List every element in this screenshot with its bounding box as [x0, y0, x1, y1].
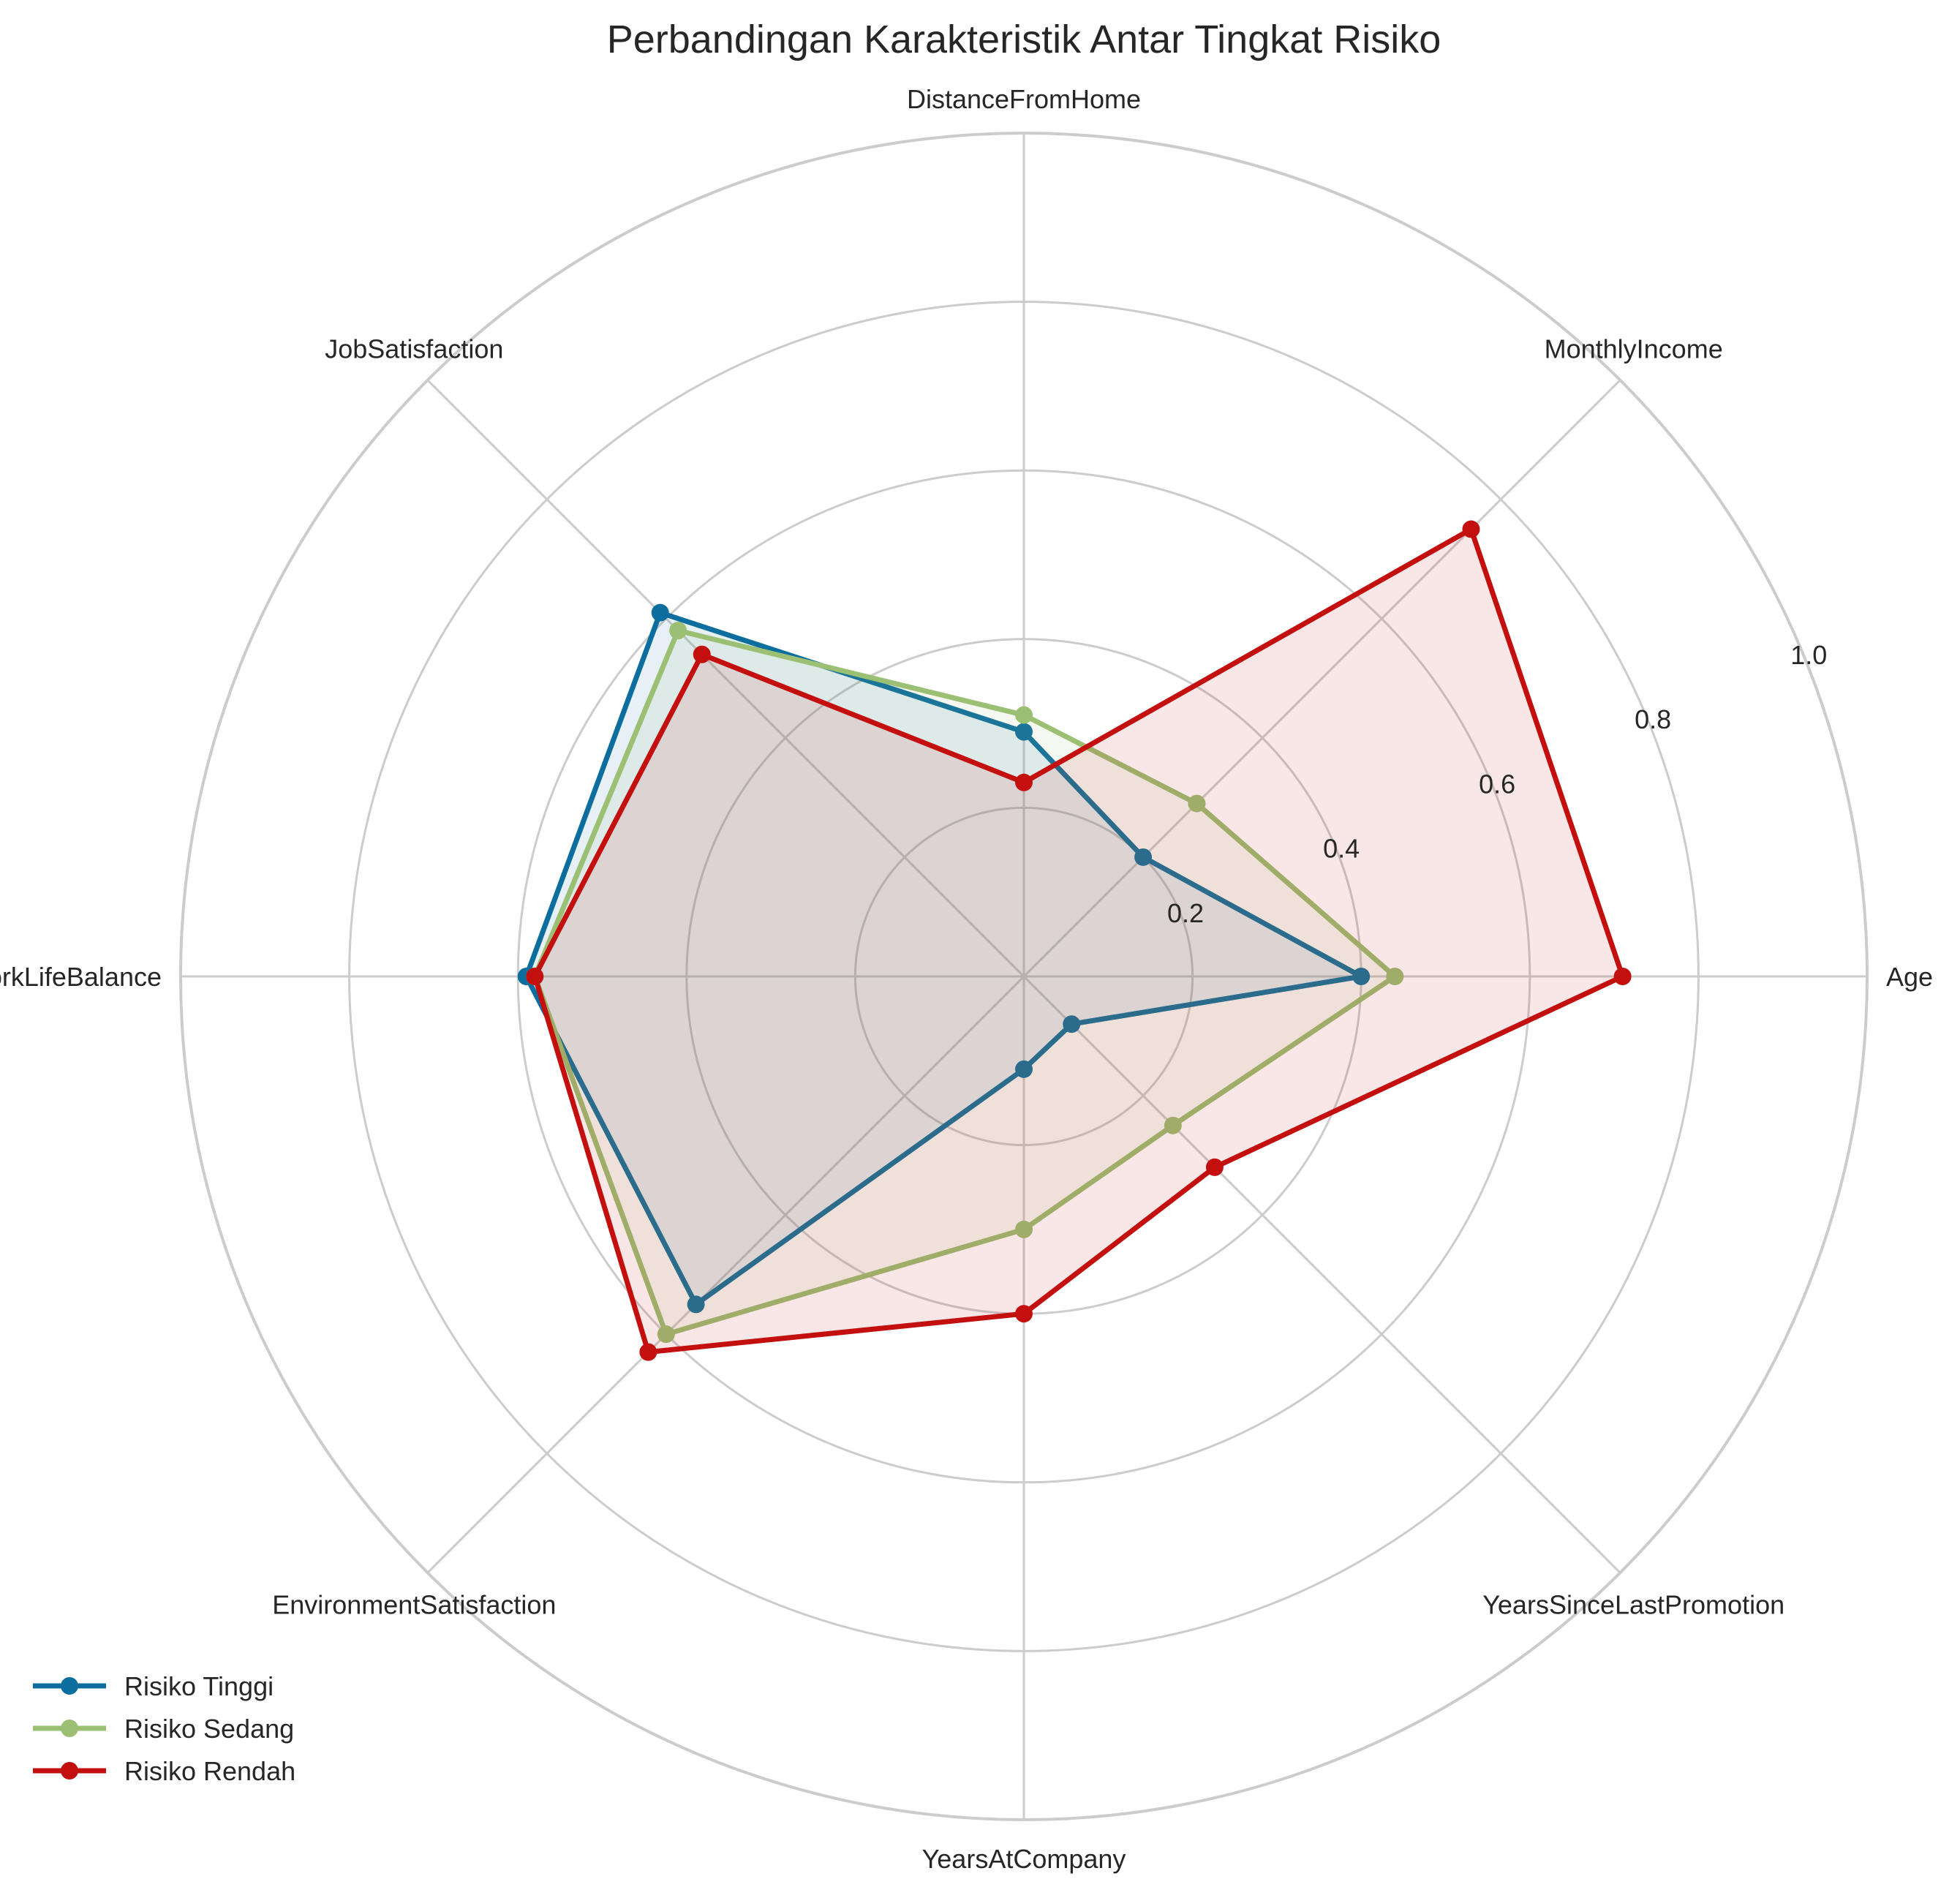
data-point	[1015, 1305, 1033, 1323]
category-label: JobSatisfaction	[325, 334, 503, 364]
data-point	[1205, 1158, 1224, 1176]
data-point	[1015, 1220, 1033, 1238]
data-point	[1462, 520, 1480, 538]
axis-labels: 0.2 0.4 0.6 0.8 1.0 Age MonthlyIncome DistanceF…	[0, 84, 1933, 1874]
legend-label: Risiko Rendah	[124, 1756, 295, 1786]
category-label: YearsAtCompany	[922, 1844, 1126, 1874]
legend-entry: Risiko Rendah	[33, 1756, 295, 1786]
data-point	[1164, 1116, 1182, 1134]
spoke-line	[1022, 379, 1621, 978]
spoke-line	[1022, 975, 1621, 1574]
data-point	[1386, 968, 1404, 985]
series-group	[526, 622, 1404, 1344]
radial-tick-label: 0.2	[1167, 898, 1204, 928]
category-label: MonthlyIncome	[1545, 334, 1723, 364]
data-point	[1613, 968, 1632, 985]
data-point	[657, 1325, 675, 1344]
spoke-line	[426, 975, 1025, 1574]
radial-tick-label: 0.4	[1323, 834, 1360, 864]
data-point	[1063, 1015, 1081, 1033]
chart-title: Perbandingan Karakteristik Antar Tingkat…	[607, 18, 1441, 61]
legend-entry: Risiko Sedang	[33, 1714, 294, 1744]
radial-tick-label: 0.6	[1479, 769, 1515, 799]
data-point	[1015, 1060, 1033, 1078]
legend-entry: Risiko Tinggi	[33, 1671, 274, 1701]
data-point	[1015, 706, 1033, 724]
data-point	[669, 622, 687, 640]
data-point	[1188, 794, 1206, 813]
series-fill	[535, 630, 1395, 1335]
data-point	[1352, 968, 1371, 985]
category-label: DistanceFromHome	[907, 84, 1141, 114]
category-label: WorkLifeBalance	[0, 962, 162, 992]
series-group	[526, 520, 1632, 1361]
series-layer	[517, 520, 1632, 1361]
series-fill	[526, 612, 1362, 1305]
data-point	[1015, 723, 1033, 741]
category-label: EnvironmentSatisfaction	[272, 1590, 556, 1620]
polar-grid	[179, 132, 1869, 1821]
legend-marker	[61, 1762, 78, 1780]
category-label: YearsSinceLastPromotion	[1482, 1590, 1784, 1620]
radial-tick-label: 0.8	[1635, 704, 1671, 734]
data-point	[639, 1343, 657, 1361]
series-fill	[535, 529, 1623, 1352]
data-point	[1015, 773, 1033, 791]
legend-label: Risiko Sedang	[124, 1714, 294, 1744]
legend-marker	[61, 1720, 78, 1737]
legend-marker	[61, 1677, 78, 1695]
data-point	[687, 1295, 705, 1314]
legend: Risiko Tinggi Risiko Sedang Risiko Rendah	[33, 1671, 295, 1786]
data-point	[526, 968, 544, 985]
category-label: Age	[1886, 962, 1933, 992]
data-point	[651, 603, 669, 622]
spoke-line	[426, 379, 1025, 978]
data-point	[693, 645, 711, 663]
radial-tick-label: 1.0	[1790, 640, 1827, 670]
legend-label: Risiko Tinggi	[124, 1671, 274, 1701]
data-point	[1134, 848, 1153, 866]
